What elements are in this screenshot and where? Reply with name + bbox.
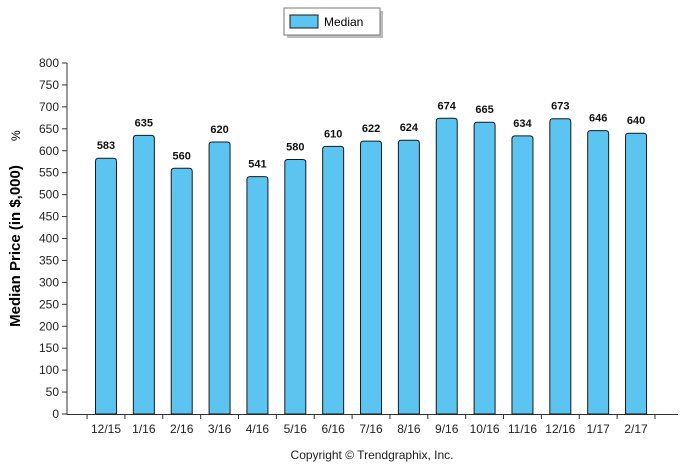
y-tick-label: 450: [39, 210, 59, 224]
y-tick-label: 600: [39, 144, 59, 158]
y-tick-label: 800: [39, 56, 59, 70]
bar: [95, 157, 117, 415]
data-label: 580: [286, 142, 304, 154]
bar: [397, 139, 420, 415]
bars: [95, 117, 648, 415]
y-tick-label: 400: [39, 232, 59, 246]
bar: [625, 132, 648, 415]
bar: [473, 121, 496, 415]
y-tick-label: 350: [39, 253, 59, 267]
y-tick-label: 500: [39, 188, 59, 202]
bar: [132, 134, 155, 415]
x-tick-label: 1/17: [587, 422, 611, 436]
x-ticks: 12/15 1/16 2/16 3/16 4/16 5/16 6/16 7/16 8/16 9/1…: [86, 414, 656, 436]
bar: [170, 167, 193, 415]
bar: [284, 159, 307, 415]
y-ticks: 0 50 100 150 200 250 300 350 400 450 500 550 600 650 7…: [39, 56, 67, 421]
y-tick-label: 100: [39, 363, 59, 377]
y-axis-title: Median Price (in $,000) %: [7, 130, 24, 327]
bar: [246, 176, 269, 415]
y-tick-label: 250: [39, 297, 59, 311]
x-tick-label: 11/16: [508, 422, 537, 436]
plot-area: 0 50 100 150 200 250 300 350 400 450 500 550 600 650 7…: [39, 56, 678, 436]
data-label: 665: [475, 104, 493, 116]
data-label: 634: [513, 118, 532, 130]
y-tick-label: 550: [39, 166, 59, 180]
x-tick-label: 8/16: [397, 422, 421, 436]
data-label: 674: [438, 100, 457, 112]
y-tick-label: 200: [39, 319, 59, 333]
y-tick-label: 0: [52, 407, 59, 421]
data-label: 583: [97, 140, 115, 152]
y-tick-label: 750: [39, 78, 59, 92]
y-axis-label: Median Price (in $,000): [7, 165, 24, 327]
y-axis-label-suffix: %: [9, 130, 23, 141]
data-label: 622: [362, 123, 380, 135]
x-tick-label: 1/16: [132, 422, 156, 436]
bar: [435, 117, 458, 415]
x-tick-label: 12/15: [91, 422, 121, 436]
x-tick-label: 9/16: [435, 422, 459, 436]
x-tick-label: 12/16: [545, 422, 575, 436]
bar: [549, 118, 572, 415]
data-label: 646: [589, 113, 607, 125]
data-label: 673: [551, 101, 569, 113]
y-tick-label: 50: [46, 385, 60, 399]
x-tick-label: 2/17: [624, 422, 648, 436]
legend-label: Median: [324, 15, 363, 29]
data-label: 560: [173, 150, 191, 162]
data-label: 635: [135, 117, 153, 129]
legend-swatch: [289, 14, 319, 29]
data-label: 640: [627, 115, 645, 127]
copyright-text: Copyright © Trendgraphix, Inc.: [291, 448, 454, 462]
data-labels: 583 635 560 620 541 580 610 622 624 674 665 634 673 6…: [97, 100, 645, 170]
data-label: 541: [248, 159, 266, 171]
bar: [511, 135, 534, 415]
x-tick-label: 10/16: [470, 422, 500, 436]
bar: [587, 130, 610, 415]
data-label: 624: [400, 122, 419, 134]
bar: [208, 141, 231, 415]
legend: Median: [283, 7, 383, 38]
x-tick-label: 5/16: [284, 422, 308, 436]
y-tick-label: 700: [39, 100, 59, 114]
x-tick-label: 6/16: [321, 422, 345, 436]
x-tick-label: 4/16: [246, 422, 270, 436]
y-tick-label: 650: [39, 122, 59, 136]
x-tick-label: 2/16: [170, 422, 194, 436]
bar: [322, 145, 345, 415]
y-tick-label: 150: [39, 341, 59, 355]
y-tick-label: 300: [39, 275, 59, 289]
data-label: 610: [324, 128, 342, 140]
x-tick-label: 7/16: [359, 422, 383, 436]
x-tick-label: 3/16: [208, 422, 232, 436]
bar: [360, 140, 383, 415]
data-label: 620: [210, 124, 228, 136]
